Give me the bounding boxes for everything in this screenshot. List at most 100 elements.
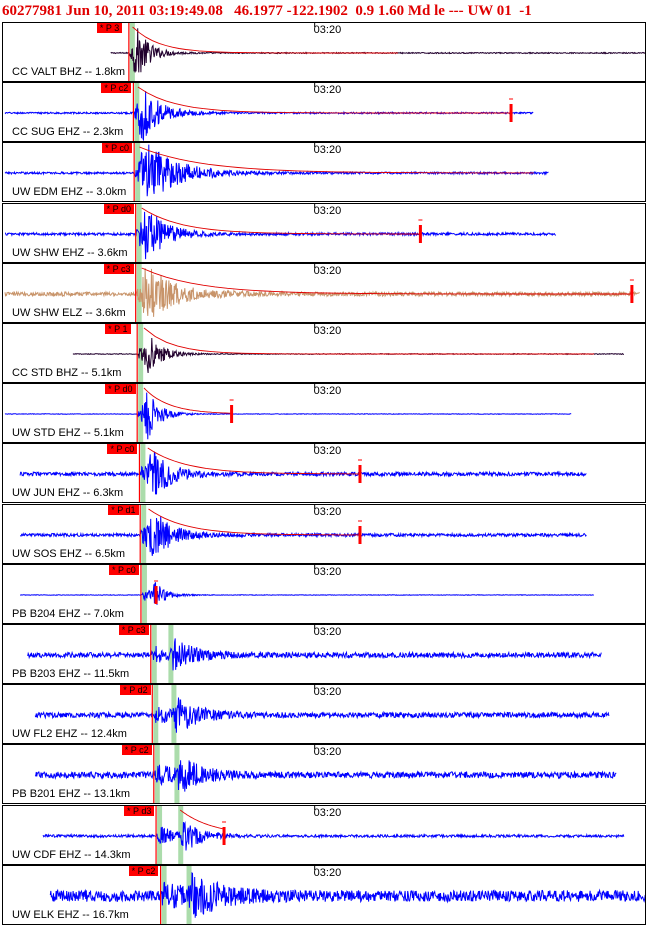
- station-label: UW SHW ELZ -- 3.6km: [12, 307, 126, 319]
- station-label: UW SOS EHZ -- 6.5km: [12, 548, 126, 560]
- station-label: PB B203 EHZ -- 11.5km: [12, 668, 130, 680]
- coda-decay-line: [143, 327, 595, 355]
- time-tick-label: 03:20: [313, 686, 342, 698]
- waveform-line: [34, 697, 610, 733]
- trace-plot: [27, 625, 602, 683]
- time-tick-label: 03:20: [313, 867, 342, 879]
- coda-decay-line: [141, 207, 421, 235]
- event-type: le: [434, 3, 445, 19]
- pick-label[interactable]: * P 1: [105, 324, 131, 334]
- time-tick-label: 03:20: [313, 385, 342, 397]
- pick-label[interactable]: * P c3: [118, 625, 149, 635]
- trace-plot: [34, 685, 610, 743]
- waveform-line: [49, 872, 645, 918]
- trace-panel-shw-ehz[interactable]: 03:20 * P d0 UW SHW EHZ -- 3.6km: [2, 203, 646, 263]
- coda-decay-line: [132, 26, 398, 54]
- trace-panel-std-ehz[interactable]: 03:20 * P d0 UW STD EHZ -- 5.1km: [2, 383, 646, 443]
- trace-panel-elk-ehz[interactable]: 03:20 * P c2 UW ELK EHZ -- 16.7km: [2, 865, 646, 925]
- pick-label[interactable]: * P c0: [102, 143, 132, 153]
- coda-decay-line: [141, 267, 632, 295]
- trace-panel-b203-ehz[interactable]: 03:20 * P c3 PB B203 EHZ -- 11.5km: [2, 624, 646, 684]
- waveform-line: [4, 392, 572, 440]
- time-tick-label: 03:20: [313, 626, 342, 638]
- pick-label[interactable]: * P c0: [108, 565, 139, 575]
- event-suffix: -1: [519, 3, 532, 19]
- trace-plot: [19, 444, 587, 502]
- trace-panel-b204-ehz[interactable]: 03:20 * P c0 PB B204 EHZ -- 7.0km: [2, 564, 646, 624]
- event-network: UW: [467, 3, 493, 19]
- coda-decay-line: [179, 809, 225, 830]
- time-tick-label: 03:20: [313, 325, 342, 337]
- pick-label[interactable]: * P c2: [128, 866, 159, 876]
- event-version: 01: [496, 3, 512, 19]
- trace-panel-shw-elz[interactable]: 03:20 * P c3 UW SHW ELZ -- 3.6km: [2, 263, 646, 323]
- event-header: 60277981 Jun 10, 2011 03:19:49.08 46.197…: [0, 0, 650, 22]
- trace-plot: [19, 505, 587, 563]
- trace-plot: [49, 866, 645, 924]
- station-label: UW SHW EHZ -- 3.6km: [12, 247, 128, 259]
- station-label: UW FL2 EHZ -- 12.4km: [12, 728, 127, 740]
- event-id: 60277981: [2, 3, 62, 19]
- pick-label[interactable]: * P c2: [101, 83, 132, 93]
- pick-label[interactable]: * P c2: [121, 745, 152, 755]
- pick-label[interactable]: * P c0: [107, 444, 138, 454]
- trace-panel-cdf-ehz[interactable]: 03:20 * P d3 UW CDF EHZ -- 14.3km: [2, 805, 646, 865]
- coda-decay-line: [147, 447, 360, 475]
- pick-label[interactable]: * P d2: [120, 685, 151, 695]
- trace-panel-fl2-ehz[interactable]: 03:20 * P d2 UW FL2 EHZ -- 12.4km: [2, 684, 646, 744]
- coda-decay-line: [139, 146, 534, 174]
- coda-decay-line: [148, 508, 360, 536]
- p-window-band: [136, 264, 142, 322]
- station-label: CC VALT BHZ -- 1.8km: [12, 66, 126, 78]
- pick-label[interactable]: * P d0: [105, 384, 136, 394]
- event-lat: 46.1977: [234, 3, 283, 19]
- pick-label[interactable]: * P d0: [103, 204, 135, 214]
- pick-label[interactable]: * P c3: [103, 264, 134, 274]
- time-tick-label: 03:20: [313, 746, 342, 758]
- waveform-line: [5, 211, 557, 260]
- trace-panel-jun-ehz[interactable]: 03:20 * P c0 UW JUN EHZ -- 6.3km: [2, 443, 646, 503]
- trace-panel-std-bhz[interactable]: 03:20 * P 1 CC STD BHZ -- 5.1km: [2, 323, 646, 383]
- coda-end-marker: [230, 405, 234, 423]
- trace-plot: [4, 384, 572, 442]
- trace-panel-b201-ehz[interactable]: 03:20 * P c2 PB B201 EHZ -- 13.1km: [2, 744, 646, 804]
- waveform-line: [42, 821, 625, 851]
- s-window-band: [174, 745, 180, 803]
- time-tick-label: 03:20: [313, 566, 342, 578]
- coda-end-marker: [358, 465, 362, 483]
- station-label: PB B204 EHZ -- 7.0km: [12, 608, 124, 620]
- p-window-band: [141, 565, 147, 623]
- time-tick-label: 03:20: [313, 24, 342, 36]
- time-tick-label: 03:20: [313, 506, 342, 518]
- trace-panel-sos-ehz[interactable]: 03:20 * P d1 UW SOS EHZ -- 6.5km: [2, 504, 646, 564]
- trace-panel-valt-bhz[interactable]: 03:20 * P 3 CC VALT BHZ -- 1.8km: [2, 22, 646, 82]
- time-tick-label: 03:20: [313, 265, 342, 277]
- waveform-line: [19, 450, 587, 495]
- station-label: CC SUG EHZ -- 2.3km: [12, 126, 124, 138]
- station-label: UW STD EHZ -- 5.1km: [12, 427, 124, 439]
- pick-label[interactable]: * P d3: [124, 806, 155, 816]
- station-label: PB B201 EHZ -- 13.1km: [12, 788, 130, 800]
- header-separator: ---: [448, 3, 464, 19]
- time-tick-label: 03:20: [313, 84, 342, 96]
- trace-plot: [4, 264, 640, 322]
- coda-end-marker: [358, 526, 362, 544]
- coda-decay-line: [143, 387, 232, 414]
- waveform-line: [34, 760, 617, 792]
- time-tick-label: 03:20: [313, 205, 342, 217]
- trace-panel-sug-ehz[interactable]: 03:20 * P c2 CC SUG EHZ -- 2.3km: [2, 82, 646, 142]
- pick-label[interactable]: * P 3: [96, 23, 123, 33]
- trace-panel-edm-ehz[interactable]: 03:20 * P c0 UW EDM EHZ -- 3.0km: [2, 142, 646, 202]
- pick-label[interactable]: * P d1: [108, 505, 139, 515]
- coda-end-marker: [630, 285, 634, 303]
- trace-plot: [110, 23, 645, 81]
- coda-end-marker: [509, 104, 513, 122]
- station-label: UW EDM EHZ -- 3.0km: [12, 186, 127, 198]
- trace-plot: [34, 745, 617, 803]
- station-label: UW JUN EHZ -- 6.3km: [12, 487, 124, 499]
- event-datetime: Jun 10, 2011 03:19:49.08: [65, 3, 223, 19]
- trace-plot: [20, 565, 594, 623]
- waveform-line: [20, 582, 594, 605]
- time-tick-label: 03:20: [313, 144, 342, 156]
- trace-plot: [4, 83, 534, 141]
